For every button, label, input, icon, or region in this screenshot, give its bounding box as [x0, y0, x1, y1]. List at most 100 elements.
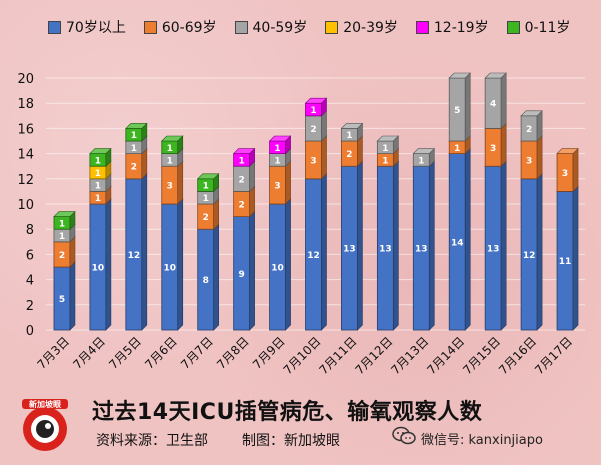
bar-segment: 3 [304, 135, 328, 180]
data-label: 1 [95, 182, 101, 192]
data-label: 10 [271, 264, 284, 274]
y-tick-label: 12 [17, 173, 34, 188]
y-tick-label: 16 [17, 122, 34, 137]
x-tick-label: 7月14日 [424, 334, 467, 377]
x-tick-label: 7月4日 [70, 334, 108, 372]
bar-segment: 3 [484, 122, 507, 167]
x-tick-label: 7月13日 [388, 334, 431, 377]
data-label: 13 [343, 245, 356, 255]
legend-item: 20-39岁 [325, 17, 398, 37]
data-label: 1 [454, 144, 460, 154]
data-label: 1 [95, 156, 101, 166]
data-label: 3 [562, 169, 568, 179]
legend-swatch [48, 20, 61, 34]
legend-item: 0-11岁 [506, 17, 571, 37]
legend-item: 40-59岁 [234, 17, 308, 37]
legend-label: 0-11岁 [524, 20, 571, 36]
data-label: 3 [274, 182, 280, 192]
legend-swatch [234, 20, 248, 34]
bar-segment: 9 [232, 210, 256, 331]
bar-segment: 5 [448, 72, 471, 142]
data-label: 3 [167, 182, 173, 192]
legend-label: 70岁以上 [66, 20, 126, 36]
data-label: 10 [164, 264, 177, 274]
x-tick-label: 7月5日 [106, 334, 144, 372]
data-label: 13 [487, 245, 500, 255]
data-label: 3 [490, 144, 496, 154]
bar-segment: 1 [89, 147, 112, 167]
x-tick-label: 7月8日 [214, 334, 252, 372]
legend-label: 60-69岁 [161, 20, 217, 36]
data-label: 1 [418, 156, 424, 166]
data-label: 10 [92, 264, 105, 274]
data-label: 12 [523, 251, 536, 261]
bar-segment: 1 [304, 97, 328, 117]
data-label: 1 [59, 219, 65, 229]
x-tick-label: 7月17日 [532, 334, 575, 377]
data-label: 13 [379, 245, 392, 255]
legend-label: 20-39岁 [343, 20, 398, 36]
data-label: 3 [310, 156, 316, 166]
y-tick-label: 18 [17, 97, 34, 112]
y-tick-label: 6 [26, 248, 34, 263]
bar-segment: 4 [484, 72, 507, 130]
data-label: 9 [239, 270, 245, 280]
x-tick-label: 7月11日 [316, 334, 359, 377]
legend-swatch [325, 20, 339, 34]
bar-segment: 3 [268, 160, 292, 205]
wechat-text: 微信号: kanxinjiapo [421, 432, 543, 448]
y-axis-ticks: 0 2 4 6 8 10 12 14 16 18 20 [17, 72, 34, 339]
data-label: 1 [59, 232, 65, 242]
bar-segment: 3 [520, 135, 543, 180]
data-label: 1 [203, 194, 209, 204]
bar-segment: 12 [520, 173, 543, 331]
legend: 70岁以上 60-69岁 40-59岁 20-39岁 12-19岁 0-11岁 [48, 16, 588, 38]
wechat-id: 微信号: kanxinjiapo [392, 426, 543, 450]
data-label: 1 [382, 156, 388, 166]
bar-segment: 1 [196, 173, 220, 193]
data-label: 2 [203, 213, 209, 223]
x-tick-label: 7月12日 [352, 334, 395, 377]
data-label: 2 [526, 125, 532, 135]
data-label: 1 [382, 144, 388, 154]
x-tick-label: 7月7日 [178, 334, 216, 372]
bar-segment: 10 [89, 198, 112, 331]
bar-segment: 1 [53, 210, 76, 230]
bar-segment: 11 [556, 185, 579, 331]
data-label: 12 [128, 251, 141, 261]
legend-swatch [506, 20, 520, 34]
data-label: 1 [95, 194, 101, 204]
bar-segment: 10 [268, 198, 292, 331]
data-label: 14 [451, 238, 464, 248]
x-tick-label: 7月16日 [496, 334, 539, 377]
data-label: 3 [526, 156, 532, 166]
bar-segment: 1 [161, 135, 184, 155]
data-label: 11 [559, 257, 572, 267]
x-tick-label: 7月15日 [460, 334, 503, 377]
bar-segment: 1 [125, 122, 148, 142]
data-label: 5 [59, 295, 65, 305]
data-label: 2 [131, 163, 137, 173]
legend-label: 40-59岁 [252, 20, 308, 36]
data-label: 1 [95, 169, 101, 179]
y-tick-label: 0 [26, 324, 34, 339]
data-label: 1 [346, 131, 352, 141]
x-tick-label: 7月3日 [34, 334, 72, 372]
bar-segment: 1 [268, 135, 292, 155]
producer-text: 制图：新加坡眼 [242, 433, 340, 449]
data-label: 1 [167, 156, 173, 166]
x-tick-label: 7月6日 [142, 334, 180, 372]
wechat-icon [392, 426, 416, 450]
data-label: 2 [239, 201, 245, 211]
legend-item: 12-19岁 [415, 17, 489, 37]
data-label: 5 [454, 106, 460, 116]
logo-text: 新加坡眼 [29, 400, 61, 409]
bar-segment: 12 [304, 173, 328, 331]
legend-item: 70岁以上 [48, 17, 126, 37]
bar-segment: 1 [412, 147, 436, 167]
x-axis-ticks: 7月3日7月4日7月5日7月6日7月7日7月8日7月9日7月10日7月11日7月… [34, 334, 575, 377]
bar-segment: 14 [448, 147, 471, 331]
legend-swatch [143, 20, 157, 34]
data-label: 2 [310, 125, 316, 135]
